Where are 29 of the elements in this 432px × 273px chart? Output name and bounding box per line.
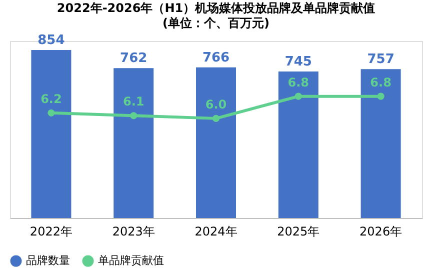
x-tick-label: 2023年 bbox=[112, 224, 155, 238]
bar bbox=[196, 67, 236, 218]
data-label: 757 bbox=[367, 52, 394, 68]
data-label: 6.0 bbox=[205, 97, 227, 112]
point bbox=[294, 92, 302, 100]
point bbox=[130, 112, 138, 120]
x-tick-label: 2026年 bbox=[360, 224, 402, 238]
data-label: 745 bbox=[284, 54, 312, 70]
legend-label: 单品牌贡献值 bbox=[98, 254, 164, 267]
data-label: 6.2 bbox=[40, 92, 62, 106]
point bbox=[48, 109, 55, 116]
point bbox=[212, 114, 220, 122]
x-tick-label: 2024年 bbox=[194, 224, 238, 238]
legend-label: 品牌数量 bbox=[26, 254, 70, 267]
bar bbox=[360, 69, 401, 218]
data-label: 6.1 bbox=[122, 94, 144, 109]
bar bbox=[114, 68, 154, 218]
chart-title: 2022年-2026年（H1）机场媒体投放品牌及单品牌贡献值 bbox=[56, 1, 376, 16]
bar bbox=[278, 71, 318, 218]
data-label: 6.8 bbox=[370, 75, 392, 90]
point bbox=[377, 92, 384, 100]
data-label: 766 bbox=[202, 50, 230, 66]
data-label: 854 bbox=[38, 33, 65, 48]
chart-subtitle: (单位：个、百万元) bbox=[162, 16, 270, 30]
data-label: 762 bbox=[120, 51, 148, 66]
x-tick-label: 2025年 bbox=[277, 224, 320, 238]
x-tick-label: 2022年 bbox=[30, 224, 72, 238]
bar bbox=[31, 50, 72, 218]
data-label: 6.8 bbox=[288, 75, 310, 90]
